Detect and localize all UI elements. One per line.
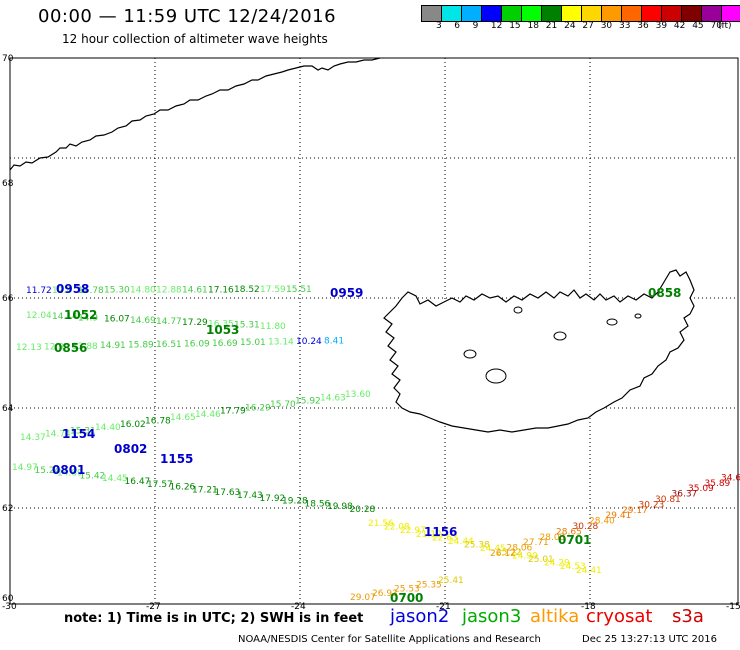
swh-label: 16.29 [245,403,271,413]
swh-label: 12.88 [156,286,182,296]
swh-label: 17.29 [182,318,208,328]
pass-time-label: 1053 [206,323,239,337]
satellite-altika: altika [530,606,579,627]
swh-label: 20.28 [350,505,376,515]
swh-label: 11.80 [260,322,286,332]
swh-label: 14.91 [100,341,126,351]
pass-time-label: 0801 [52,463,85,477]
swh-label: 14.46 [195,410,221,420]
swh-label: 13.60 [345,390,371,400]
swh-label: 17.79 [220,407,246,417]
swh-label: 16.78 [145,417,171,427]
lat-tick-68: 68 [2,179,14,189]
footer-timestamp: Dec 25 13:27:13 UTC 2016 [582,634,717,645]
swh-label: 18.52 [234,285,260,295]
swh-label: 8.41 [324,336,344,346]
swh-label: 16.09 [184,339,210,349]
swh-label: 25.41 [438,576,464,586]
lat-tick-64: 64 [2,404,14,414]
swh-label: 10.24 [296,337,322,347]
swh-label: 14.69 [130,316,156,326]
note-text: note: 1) Time is in UTC; 2) SWH is in fe… [64,611,363,626]
swh-label: 15.51 [286,285,312,295]
swh-label: 14.40 [95,423,121,433]
swh-label: 12.13 [16,343,42,353]
track-0701: 26.1228.0627.7128.0328.6530.2828.4029.41… [490,473,740,559]
greenland-coastline [10,58,380,170]
pass-time-label: 0856 [54,341,87,355]
swh-label: 14.77 [156,317,182,327]
lon-tick-15: -15 [726,602,740,612]
satellite-jason2: jason2 [390,606,449,627]
swh-label: 15.89 [128,341,154,351]
footer-credit: NOAA/NESDIS Center for Satellite Applica… [238,634,541,645]
swh-label: 17.59 [260,285,286,295]
swh-label: 13.14 [268,338,294,348]
swh-label: 15.01 [240,338,266,348]
swh-label: 15.70 [270,400,296,410]
pass-time-label: 0959 [330,286,363,300]
swh-label: 24.41 [576,566,602,576]
pass-time-label: 0701 [558,533,591,547]
swh-label: 17.16 [208,285,234,295]
pass-time-label: 1154 [62,427,95,441]
pass-time-label: 0958 [56,282,89,296]
satellite-cryosat: cryosat [586,606,652,627]
pass-time-label: 1052 [64,308,97,322]
swh-label: 12.04 [26,311,52,321]
swh-label: 14.65 [170,413,196,423]
satellite-s3a: s3a [672,606,704,627]
lat-axis-labels: 70 68 66 64 62 60 [2,54,14,604]
swh-label: 16.51 [156,340,182,350]
swh-label: 14.63 [320,393,346,403]
lat-tick-62: 62 [2,504,13,514]
pass-time-label: 1155 [160,452,193,466]
swh-label: 11.72 [26,286,52,296]
pass-time-label: 0700 [390,591,423,605]
swh-label: 16.69 [212,339,238,349]
swh-label: 14.61 [182,285,208,295]
lat-tick-70: 70 [2,54,14,64]
swh-label: 14.80 [130,286,156,296]
swh-label: 15.30 [104,286,130,296]
lon-tick-30: -30 [2,602,17,612]
swh-label: 34.6 [721,473,740,483]
satellite-jason3: jason3 [462,606,521,627]
pass-time-label: 0802 [114,442,147,456]
swh-label: 16.07 [104,315,130,325]
swh-label: 15.92 [295,397,321,407]
swh-label: 14.37 [20,433,46,443]
pass-time-label: 0858 [648,286,681,300]
swh-label: 16.02 [120,420,146,430]
lat-tick-66: 66 [2,294,14,304]
pass-time-label: 1156 [424,525,457,539]
